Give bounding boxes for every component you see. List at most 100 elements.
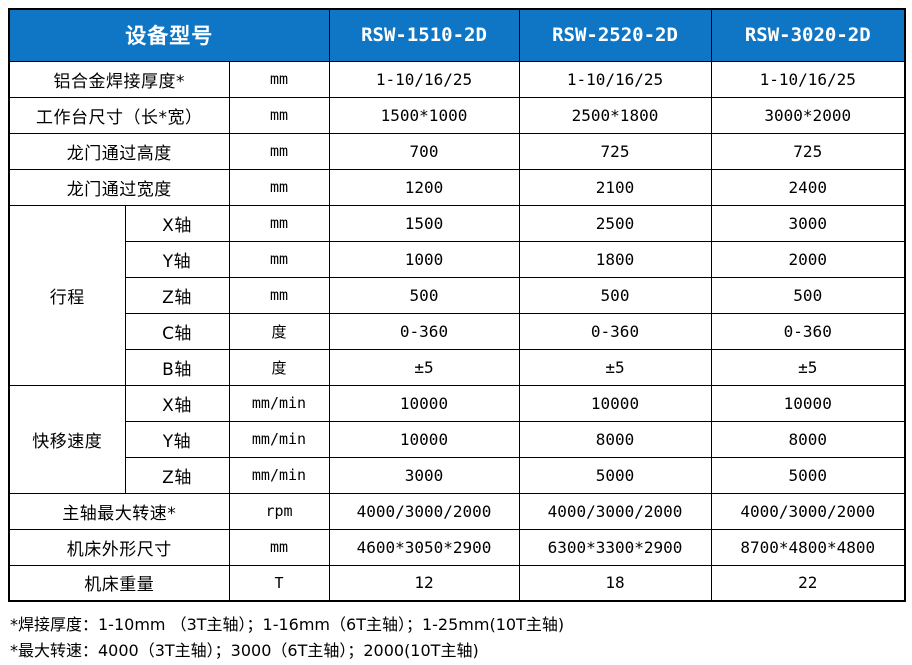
row-label: 主轴最大转速*	[8, 492, 230, 530]
group-label-rapid-speed: 快移速度	[8, 384, 126, 494]
row-sublabel: C轴	[124, 312, 230, 350]
row-travel-y: Y轴 mm 1000 1800 2000	[9, 240, 906, 278]
cell-value: 3000*2000	[710, 96, 906, 134]
model-header-rsw-1510-2d: RSW-1510-2D	[328, 8, 520, 62]
row-label: 工作台尺寸（长*宽）	[8, 96, 230, 134]
cell-value: 6300*3300*2900	[518, 528, 712, 566]
cell-value: 10000	[328, 384, 520, 422]
cell-value: 3000	[710, 204, 906, 242]
cell-value: 2500*1800	[518, 96, 712, 134]
row-travel-b: B轴 度 ±5 ±5 ±5	[9, 348, 906, 386]
row-sublabel: B轴	[124, 348, 230, 386]
cell-value: ±5	[328, 348, 520, 386]
row-unit: mm	[228, 132, 330, 170]
row-sublabel: Z轴	[124, 456, 230, 494]
cell-value: 2400	[710, 168, 906, 206]
cell-value: 0-360	[518, 312, 712, 350]
row-travel-c: C轴 度 0-360 0-360 0-360	[9, 312, 906, 350]
footnote-weld-thickness: *焊接厚度：1-10mm （3T主轴）；1-16mm（6T主轴）；1-25mm(…	[10, 615, 565, 634]
cell-value: 2100	[518, 168, 712, 206]
row-gantry-width: 龙门通过宽度 mm 1200 2100 2400	[8, 168, 906, 206]
row-sublabel: X轴	[124, 384, 230, 422]
cell-value: 500	[518, 276, 712, 314]
row-sublabel: Y轴	[124, 240, 230, 278]
cell-value: 0-360	[710, 312, 906, 350]
cell-value: 500	[710, 276, 906, 314]
cell-value: 4000/3000/2000	[518, 492, 712, 530]
row-rapid-y: Y轴 mm/min 10000 8000 8000	[9, 420, 906, 458]
cell-value: 4000/3000/2000	[328, 492, 520, 530]
row-travel-z: Z轴 mm 500 500 500	[9, 276, 906, 314]
row-unit: mm	[228, 96, 330, 134]
cell-value: 1-10/16/25	[518, 60, 712, 98]
row-unit: T	[228, 564, 330, 602]
cell-value: 1500	[328, 204, 520, 242]
model-header-rsw-3020-2d: RSW-3020-2D	[710, 8, 906, 62]
cell-value: 0-360	[328, 312, 520, 350]
row-unit: mm	[228, 168, 330, 206]
row-label: 机床重量	[8, 564, 230, 602]
cell-value: 10000	[710, 384, 906, 422]
cell-value: 2000	[710, 240, 906, 278]
row-machine-size: 机床外形尺寸 mm 4600*3050*2900 6300*3300*2900 …	[8, 528, 906, 566]
header-row: 设备型号 RSW-1510-2D RSW-2520-2D RSW-3020-2D	[8, 8, 906, 62]
row-weld-thickness: 铝合金焊接厚度* mm 1-10/16/25 1-10/16/25 1-10/1…	[8, 60, 906, 98]
cell-value: 4600*3050*2900	[328, 528, 520, 566]
row-unit: mm	[228, 528, 330, 566]
cell-value: 8000	[710, 420, 906, 458]
row-label: 龙门通过高度	[8, 132, 230, 170]
cell-value: 22	[710, 564, 906, 602]
cell-value: 18	[518, 564, 712, 602]
row-unit: mm/min	[228, 420, 330, 458]
cell-value: 1500*1000	[328, 96, 520, 134]
cell-value: 10000	[328, 420, 520, 458]
model-header-rsw-2520-2d: RSW-2520-2D	[518, 8, 712, 62]
cell-value: 700	[328, 132, 520, 170]
row-sublabel: Z轴	[124, 276, 230, 314]
row-sublabel: Y轴	[124, 420, 230, 458]
footnote-max-speed: *最大转速：4000（3T主轴）；3000（6T主轴）；2000(10T主轴)	[10, 641, 479, 660]
cell-value: 1800	[518, 240, 712, 278]
row-label: 机床外形尺寸	[8, 528, 230, 566]
cell-value: 1000	[328, 240, 520, 278]
row-sublabel: X轴	[124, 204, 230, 242]
cell-value: 725	[710, 132, 906, 170]
footnotes: *焊接厚度：1-10mm （3T主轴）；1-16mm（6T主轴）；1-25mm(…	[8, 612, 904, 664]
row-label: 铝合金焊接厚度*	[8, 60, 230, 98]
cell-value: 5000	[710, 456, 906, 494]
row-unit: mm	[228, 240, 330, 278]
cell-value: ±5	[710, 348, 906, 386]
row-unit: mm/min	[228, 384, 330, 422]
spec-table: 设备型号 RSW-1510-2D RSW-2520-2D RSW-3020-2D…	[8, 8, 906, 602]
row-table-size: 工作台尺寸（长*宽） mm 1500*1000 2500*1800 3000*2…	[8, 96, 906, 134]
cell-value: 1-10/16/25	[328, 60, 520, 98]
cell-value: ±5	[518, 348, 712, 386]
device-model-title: 设备型号	[8, 8, 330, 62]
cell-value: 725	[518, 132, 712, 170]
row-spindle-speed: 主轴最大转速* rpm 4000/3000/2000 4000/3000/200…	[8, 492, 906, 530]
cell-value: 5000	[518, 456, 712, 494]
cell-value: 1-10/16/25	[710, 60, 906, 98]
row-gantry-height: 龙门通过高度 mm 700 725 725	[8, 132, 906, 170]
row-unit: 度	[228, 312, 330, 350]
row-unit: mm	[228, 276, 330, 314]
cell-value: 2500	[518, 204, 712, 242]
row-machine-weight: 机床重量 T 12 18 22	[8, 564, 906, 602]
cell-value: 10000	[518, 384, 712, 422]
row-label: 龙门通过宽度	[8, 168, 230, 206]
row-unit: mm	[228, 204, 330, 242]
row-travel-x: 行程 X轴 mm 1500 2500 3000	[8, 204, 906, 386]
row-unit: mm	[228, 60, 330, 98]
group-label-travel: 行程	[8, 204, 126, 386]
row-unit: rpm	[228, 492, 330, 530]
row-unit: mm/min	[228, 456, 330, 494]
row-rapid-x: 快移速度 X轴 mm/min 10000 10000 10000	[8, 384, 906, 494]
cell-value: 4000/3000/2000	[710, 492, 906, 530]
row-rapid-z: Z轴 mm/min 3000 5000 5000	[9, 456, 906, 494]
cell-value: 1200	[328, 168, 520, 206]
cell-value: 3000	[328, 456, 520, 494]
cell-value: 12	[328, 564, 520, 602]
row-unit: 度	[228, 348, 330, 386]
cell-value: 8700*4800*4800	[710, 528, 906, 566]
